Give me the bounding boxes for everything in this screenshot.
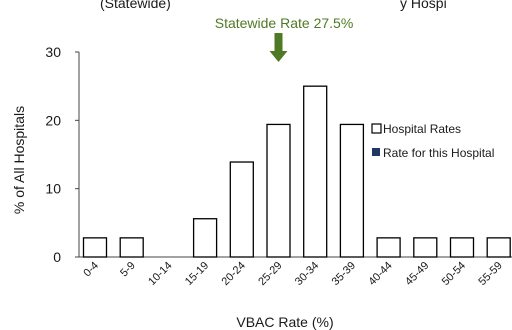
y-tick-label-10: 10 [45, 181, 61, 197]
bar-55-59 [486, 237, 511, 258]
x-axis-title: VBAC Rate (%) [236, 314, 333, 330]
x-tick-label-55-59: 55-59 [476, 260, 504, 288]
bar-30-34 [303, 85, 328, 258]
annotation-arrow [269, 33, 288, 62]
bar-40-44 [376, 237, 401, 258]
x-tick-label-35-39: 35-39 [330, 260, 358, 288]
bar-45-49 [413, 237, 438, 258]
y-tick-label-0: 0 [53, 249, 61, 265]
legend-label-this-hospital: Rate for this Hospital [383, 146, 494, 160]
x-tick-label-10-14: 10-14 [146, 260, 174, 288]
y-tick-label-20: 20 [45, 112, 61, 128]
bar-5-9 [119, 237, 144, 258]
bar-50-54 [449, 237, 475, 258]
x-tick-label-40-44: 40-44 [366, 260, 394, 288]
bar-35-39 [339, 123, 365, 258]
legend-swatch-hospital-rates [371, 123, 382, 134]
bar-25-29 [266, 123, 291, 258]
x-tick-label-50-54: 50-54 [440, 260, 468, 288]
bar-20-24 [229, 161, 254, 258]
x-tick-label-5-9: 5-9 [118, 260, 138, 280]
header-fragment-right: y Hospi [400, 0, 447, 11]
y-ticks-group: 0 10 20 30 [45, 44, 79, 265]
x-tick-label-25-29: 25-29 [256, 260, 284, 288]
y-axis-title: % of All Hospitals [11, 106, 27, 214]
header-fragment-left: (Statewide) [100, 0, 171, 11]
bar-0-4 [82, 237, 108, 258]
legend-label-hospital-rates: Hospital Rates [383, 122, 461, 136]
x-tick-label-15-19: 15-19 [183, 260, 211, 288]
bars-group [82, 85, 511, 258]
x-tick-label-30-34: 30-34 [293, 260, 321, 288]
bar-15-19 [192, 218, 218, 258]
x-tick-label-45-49: 45-49 [403, 260, 431, 288]
legend-swatch-this-hospital [372, 148, 380, 156]
annotation-label: Statewide Rate 27.5% [215, 15, 354, 31]
x-tick-label-20-24: 20-24 [220, 260, 248, 288]
legend: Hospital Rates Rate for this Hospital [371, 122, 494, 160]
x-ticks-group: 0-4 5-9 10-14 15-19 20-24 25-29 30-34 35-39 40-4… [81, 260, 504, 288]
x-tick-label-0-4: 0-4 [81, 260, 101, 280]
y-tick-label-30: 30 [45, 44, 61, 60]
